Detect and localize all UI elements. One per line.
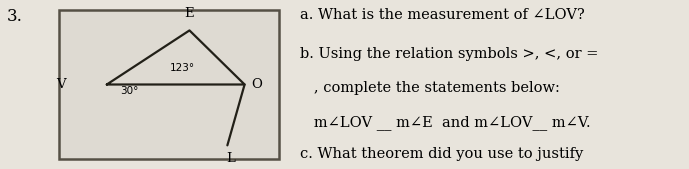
Text: a. What is the measurement of ∠LOV?: a. What is the measurement of ∠LOV? bbox=[300, 8, 584, 22]
Text: 30°: 30° bbox=[121, 86, 139, 96]
Text: m∠LOV __ m∠E  and m∠LOV__ m∠V.: m∠LOV __ m∠E and m∠LOV__ m∠V. bbox=[300, 115, 590, 130]
Bar bbox=[59, 10, 279, 159]
Text: 3.: 3. bbox=[7, 8, 23, 26]
Text: c. What theorem did you use to justify: c. What theorem did you use to justify bbox=[300, 147, 583, 161]
Text: , complete the statements below:: , complete the statements below: bbox=[300, 81, 559, 95]
Text: V: V bbox=[56, 78, 65, 91]
Text: E: E bbox=[185, 7, 194, 20]
Text: L: L bbox=[227, 152, 235, 165]
Text: b. Using the relation symbols >, <, or =: b. Using the relation symbols >, <, or = bbox=[300, 47, 598, 61]
Text: 123°: 123° bbox=[170, 63, 195, 73]
Text: O: O bbox=[251, 78, 263, 91]
